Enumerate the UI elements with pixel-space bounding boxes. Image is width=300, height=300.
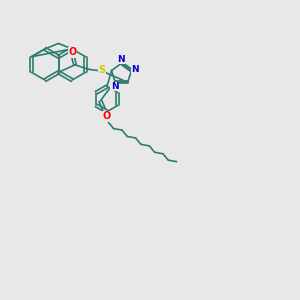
Text: N: N — [132, 64, 139, 74]
Text: O: O — [103, 112, 111, 122]
Text: S: S — [99, 64, 106, 75]
Text: N: N — [111, 82, 118, 91]
Text: N: N — [117, 55, 124, 64]
Text: O: O — [68, 47, 77, 57]
